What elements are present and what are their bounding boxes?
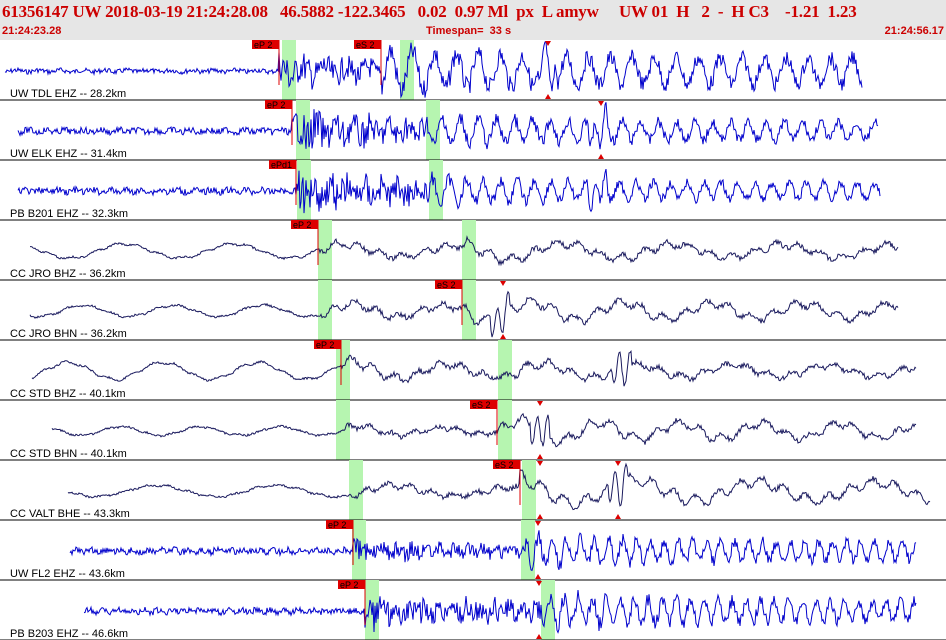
- channel-label: CC STD BHZ -- 40.1km: [10, 388, 126, 400]
- channel-label: UW ELK EHZ -- 31.4km: [10, 148, 127, 160]
- waveform: [83, 590, 917, 634]
- amplitude-marker-bottom: [545, 94, 551, 99]
- pick-label: eP 2: [254, 40, 272, 50]
- pick-flag: [493, 460, 520, 469]
- channel-label: CC STD BHN -- 40.1km: [10, 448, 127, 460]
- channel-2: ePd1 PB B201 EHZ -- 32.3km: [0, 160, 946, 221]
- timespan: Timespan= 33 s: [426, 25, 512, 37]
- pick-window: [426, 100, 440, 160]
- channel-8: eP 2 UW FL2 EHZ -- 43.6km: [0, 520, 946, 581]
- waveform: [29, 290, 899, 338]
- pick-window: [318, 280, 332, 340]
- channel-5: eP 2 CC STD BHZ -- 40.1km: [0, 340, 946, 401]
- pick-window: [522, 460, 536, 520]
- pick-flag: [435, 280, 462, 289]
- amplitude-marker-top: [537, 461, 543, 466]
- pick-window: [349, 460, 363, 520]
- pick-window: [318, 220, 332, 280]
- pick-flag: [326, 520, 353, 529]
- pick-label: eP 2: [340, 580, 358, 590]
- amplitude-marker-bottom: [537, 514, 543, 519]
- amplitude-marker-top: [545, 41, 551, 46]
- pick-window: [521, 520, 535, 580]
- waveform: [51, 412, 917, 448]
- pick-label: eS 2: [437, 280, 456, 290]
- channel-9: eP 2 PB B203 EHZ -- 46.6km: [0, 580, 946, 640]
- pick-window: [498, 400, 512, 460]
- channel-label: PB B203 EHZ -- 46.6km: [10, 628, 128, 640]
- waveform: [30, 235, 899, 267]
- event-header: 61356147 UW 2018-03-19 21:24:28.08 46.58…: [0, 0, 946, 40]
- start-time: 21:24:23.28: [2, 25, 62, 37]
- waveform: [69, 530, 917, 572]
- pick-flag: [265, 100, 292, 109]
- pick-window: [462, 220, 476, 280]
- amplitude-marker-top: [536, 581, 542, 586]
- pick-flag: [291, 220, 318, 229]
- channel-7: eS 2 CC VALT BHE -- 43.3km: [0, 460, 946, 521]
- pick-flag: [252, 40, 279, 49]
- pick-label: eS 2: [472, 400, 491, 410]
- pick-flag: [354, 40, 381, 49]
- pick-window: [462, 280, 476, 340]
- channel-label: UW FL2 EHZ -- 43.6km: [10, 568, 125, 580]
- pick-window: [336, 340, 350, 400]
- waveform: [67, 462, 931, 511]
- pick-label: eS 2: [495, 460, 514, 470]
- pick-window: [541, 580, 555, 640]
- amplitude-marker-top: [537, 401, 543, 406]
- amplitude-marker-bottom: [537, 454, 543, 459]
- amplitude-marker-top: [598, 101, 604, 106]
- event-title: 61356147 UW 2018-03-19 21:24:28.08 46.58…: [2, 2, 857, 21]
- pick-label: eP 2: [267, 100, 285, 110]
- amplitude-marker-bottom: [536, 634, 542, 639]
- amplitude-marker-top: [615, 461, 621, 466]
- channel-6: eS 2 CC STD BHN -- 40.1km: [0, 400, 946, 461]
- channel-label: CC VALT BHE -- 43.3km: [10, 508, 130, 520]
- pick-flag: [338, 580, 365, 589]
- channel-label: CC JRO BHN -- 36.2km: [10, 328, 127, 340]
- amplitude-marker-bottom: [500, 334, 506, 339]
- pick-label: eP 2: [316, 340, 334, 350]
- waveform: [17, 102, 879, 150]
- amplitude-marker-bottom: [615, 514, 621, 519]
- pick-flag: [470, 400, 497, 409]
- channel-label: PB B201 EHZ -- 32.3km: [10, 208, 128, 220]
- channel-1: eP 2 UW ELK EHZ -- 31.4km: [0, 100, 946, 161]
- waveform: [4, 41, 863, 99]
- end-time: 21:24:56.17: [884, 25, 944, 37]
- channel-label: CC JRO BHZ -- 36.2km: [10, 268, 126, 280]
- pick-flag: [314, 340, 341, 349]
- pick-label: eP 2: [328, 520, 346, 530]
- channel-0: eP 2 eS 2 UW TDL EHZ -- 28.2km: [0, 40, 946, 101]
- pick-label: eP 2: [293, 220, 311, 230]
- amplitude-marker-bottom: [535, 574, 541, 579]
- amplitude-marker-bottom: [598, 154, 604, 159]
- pick-label: eS 2: [356, 40, 375, 50]
- channel-4: eS 2 CC JRO BHN -- 36.2km: [0, 280, 946, 341]
- waveform: [17, 168, 881, 214]
- channel-label: UW TDL EHZ -- 28.2km: [10, 88, 126, 100]
- waveform: [31, 349, 917, 387]
- pick-flag: [269, 160, 296, 169]
- pick-window: [498, 340, 512, 400]
- channel-3: eP 2 CC JRO BHZ -- 36.2km: [0, 220, 946, 281]
- pick-label: ePd1: [271, 160, 292, 170]
- amplitude-marker-top: [500, 281, 506, 286]
- pick-window: [282, 40, 296, 100]
- amplitude-marker-top: [535, 521, 541, 526]
- trace-panel[interactable]: eP 2 eS 2 UW TDL EHZ -- 28.2km eP 2 UW ELK E…: [0, 40, 946, 640]
